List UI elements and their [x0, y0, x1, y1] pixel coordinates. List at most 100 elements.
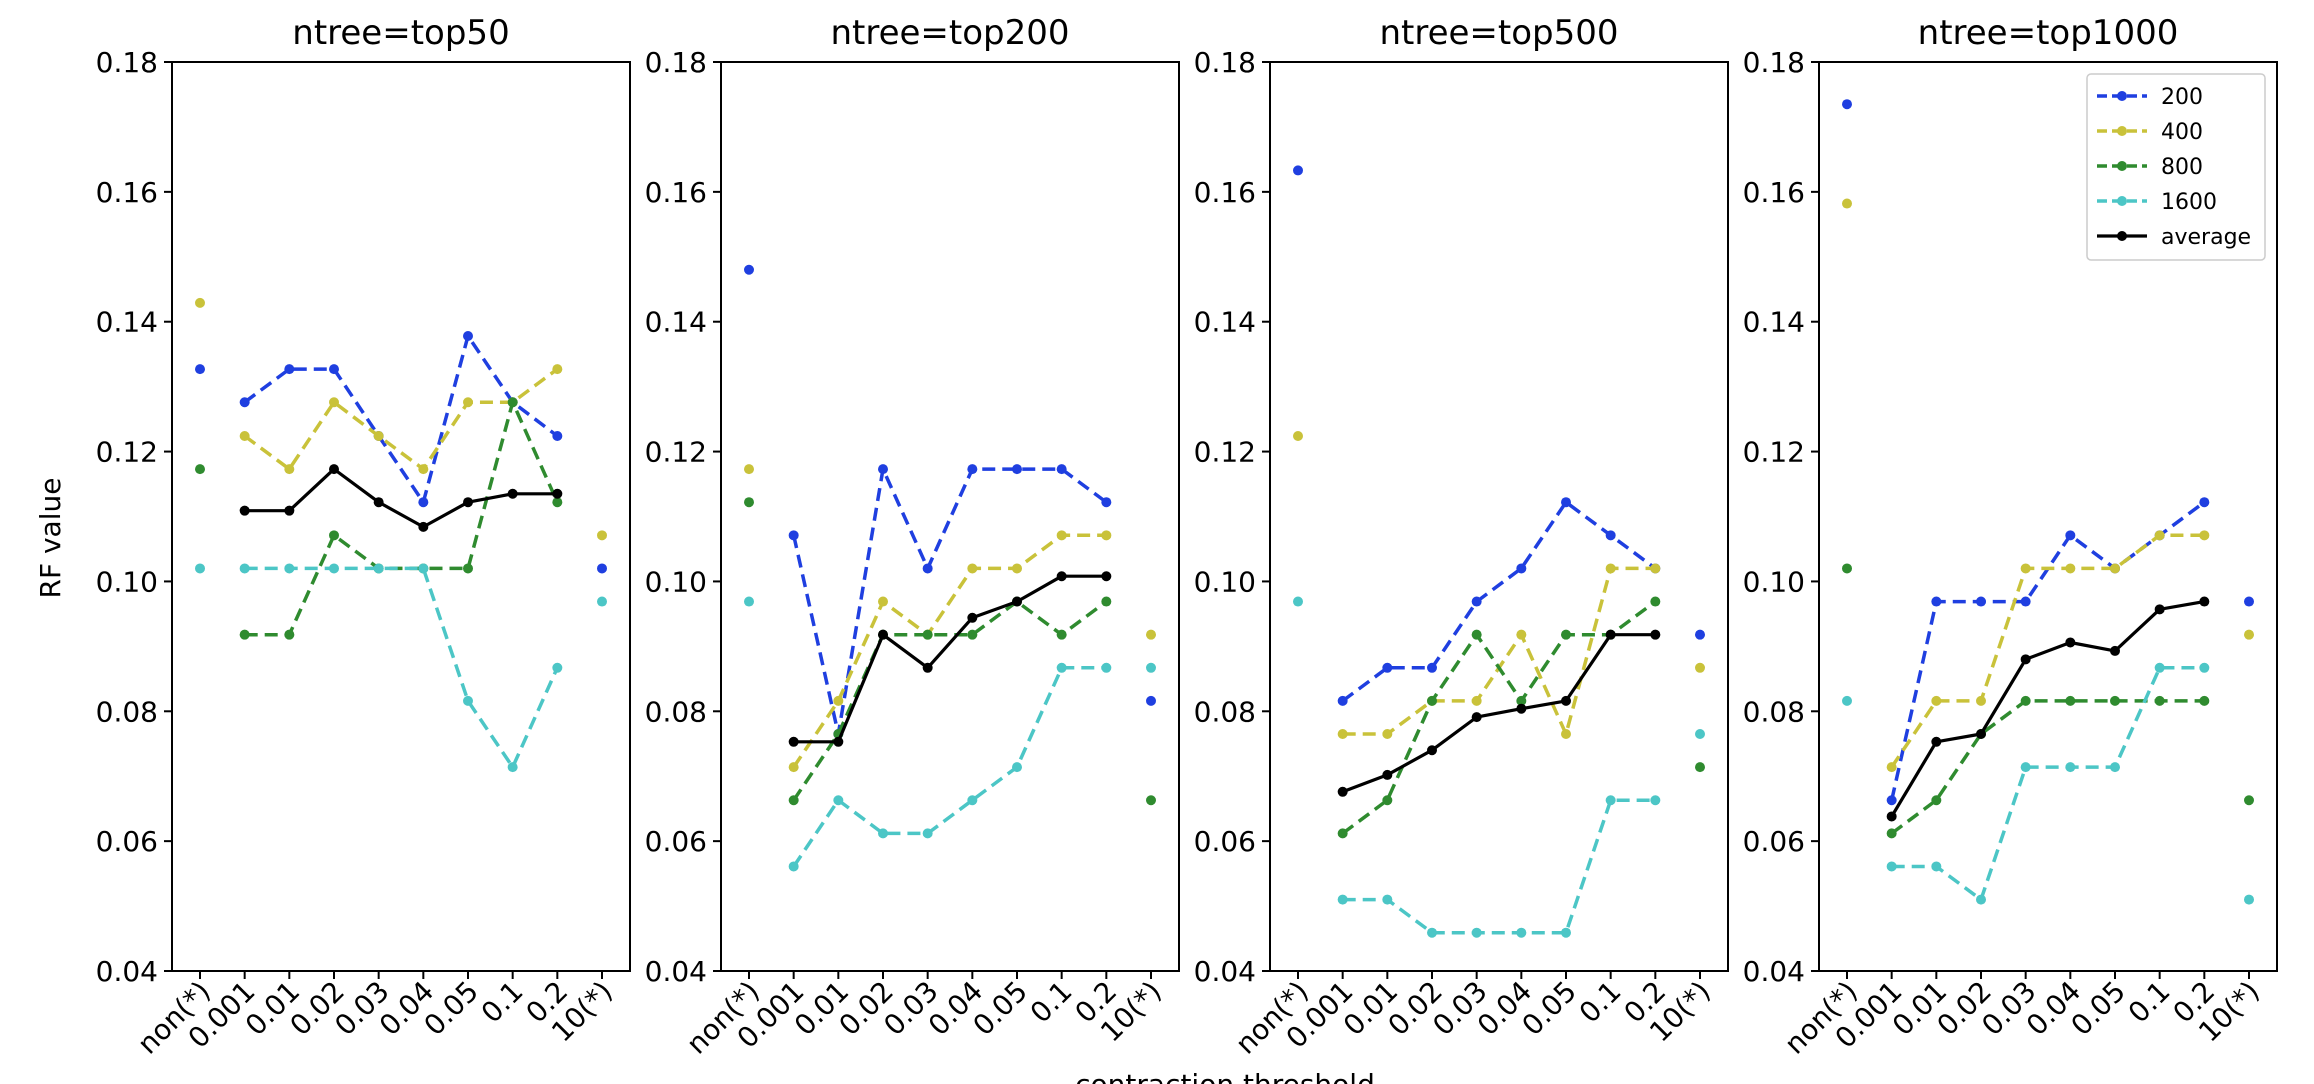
- data-point-1600: [833, 795, 844, 806]
- data-point-1600: [195, 563, 205, 574]
- data-point-400: [329, 397, 339, 408]
- data-point-average: [552, 488, 563, 499]
- y-tick-label: 0.14: [1743, 306, 1805, 339]
- data-point-200: [1382, 662, 1393, 673]
- series-line-1600: [1342, 798, 1656, 935]
- y-tick-label: 0.06: [1194, 825, 1256, 858]
- data-point-1600: [2065, 762, 2076, 773]
- y-tick-label: 0.14: [645, 306, 707, 339]
- data-point-400: [1056, 530, 1067, 541]
- data-point-200: [552, 430, 563, 441]
- data-point-800: [1561, 629, 1571, 640]
- y-tick-label: 0.18: [1194, 46, 1256, 79]
- y-tick-label: 0.14: [1194, 306, 1256, 339]
- data-point-800: [507, 397, 518, 408]
- data-point-200: [967, 464, 978, 475]
- data-point-400: [2199, 530, 2210, 541]
- data-point-average: [418, 521, 429, 532]
- data-point-400: [418, 464, 429, 475]
- y-tick-label: 0.16: [1743, 176, 1805, 209]
- data-point-800: [239, 629, 250, 640]
- data-point-average: [878, 629, 888, 640]
- data-point-1600: [744, 596, 754, 607]
- data-point-average: [1976, 729, 1986, 740]
- data-point-800: [1471, 629, 1482, 640]
- data-point-800: [1427, 695, 1437, 706]
- y-axis-label: RF value: [34, 478, 67, 599]
- y-tick-label: 0.04: [1743, 955, 1805, 988]
- data-point-1600: [878, 828, 888, 839]
- data-point-1600: [1605, 795, 1616, 806]
- data-point-800: [2065, 695, 2076, 706]
- data-point-1600: [1561, 927, 1571, 938]
- data-point-200: [788, 530, 799, 541]
- data-point-1600: [507, 762, 518, 773]
- data-point-400: [1931, 695, 1942, 706]
- data-point-1600: [284, 563, 295, 574]
- data-point-1600: [1146, 662, 1156, 673]
- data-point-1600: [1012, 762, 1022, 773]
- data-point-1600: [1695, 729, 1705, 740]
- data-point-1600: [1337, 894, 1348, 905]
- data-point-800: [1056, 629, 1067, 640]
- data-point-1600: [1101, 662, 1112, 673]
- data-point-200: [284, 364, 295, 375]
- data-point-1600: [329, 563, 339, 574]
- series-line-400: [243, 367, 559, 471]
- data-point-800: [1886, 828, 1897, 839]
- data-point-200: [2244, 596, 2254, 607]
- data-point-200: [1842, 99, 1852, 110]
- data-point-400: [1976, 695, 1986, 706]
- data-point-400: [967, 563, 978, 574]
- data-point-200: [2065, 530, 2076, 541]
- data-point-200: [1293, 165, 1303, 176]
- data-point-average: [239, 505, 250, 516]
- y-tick-label: 0.12: [96, 436, 158, 469]
- panel-frame: [720, 61, 1180, 972]
- data-point-200: [878, 464, 888, 475]
- legend-label-200: 200: [2161, 85, 2203, 110]
- data-point-400: [1471, 695, 1482, 706]
- data-point-800: [1931, 795, 1942, 806]
- data-point-400: [463, 397, 473, 408]
- data-point-800: [1337, 828, 1348, 839]
- data-point-1600: [2020, 762, 2031, 773]
- data-point-400: [195, 297, 205, 308]
- y-tick-label: 0.08: [645, 695, 707, 728]
- panel-title: ntree=top50: [292, 13, 509, 53]
- data-point-200: [463, 330, 473, 341]
- data-point-average: [463, 497, 473, 508]
- data-point-800: [1101, 596, 1112, 607]
- data-point-average: [284, 505, 295, 516]
- data-point-1600: [2110, 762, 2120, 773]
- data-point-1600: [1931, 861, 1942, 872]
- data-point-average: [373, 497, 384, 508]
- data-point-1600: [1382, 894, 1393, 905]
- data-point-400: [1382, 729, 1393, 740]
- data-point-800: [2199, 695, 2210, 706]
- legend-marker-average: [2117, 231, 2127, 241]
- series-line-400: [1890, 533, 2205, 769]
- data-point-200: [744, 264, 754, 275]
- data-point-200: [1471, 596, 1482, 607]
- data-point-average: [922, 662, 933, 673]
- data-point-800: [463, 563, 473, 574]
- y-tick-label: 0.18: [1743, 46, 1805, 79]
- data-point-400: [2065, 563, 2076, 574]
- legend-label-800: 800: [2161, 155, 2203, 180]
- data-point-average: [967, 612, 978, 623]
- data-point-400: [1561, 729, 1571, 740]
- data-point-200: [1695, 629, 1705, 640]
- data-point-200: [2020, 596, 2031, 607]
- y-tick-label: 0.12: [1743, 436, 1805, 469]
- y-tick-label: 0.10: [645, 565, 707, 598]
- data-point-1600: [788, 861, 799, 872]
- data-point-1600: [2244, 894, 2254, 905]
- data-point-400: [1293, 430, 1303, 441]
- data-point-1600: [1293, 596, 1303, 607]
- data-point-average: [2110, 645, 2120, 656]
- data-point-200: [1101, 497, 1112, 508]
- series-line-average: [1890, 600, 2205, 818]
- series-line-average: [244, 467, 558, 529]
- data-point-400: [1012, 563, 1022, 574]
